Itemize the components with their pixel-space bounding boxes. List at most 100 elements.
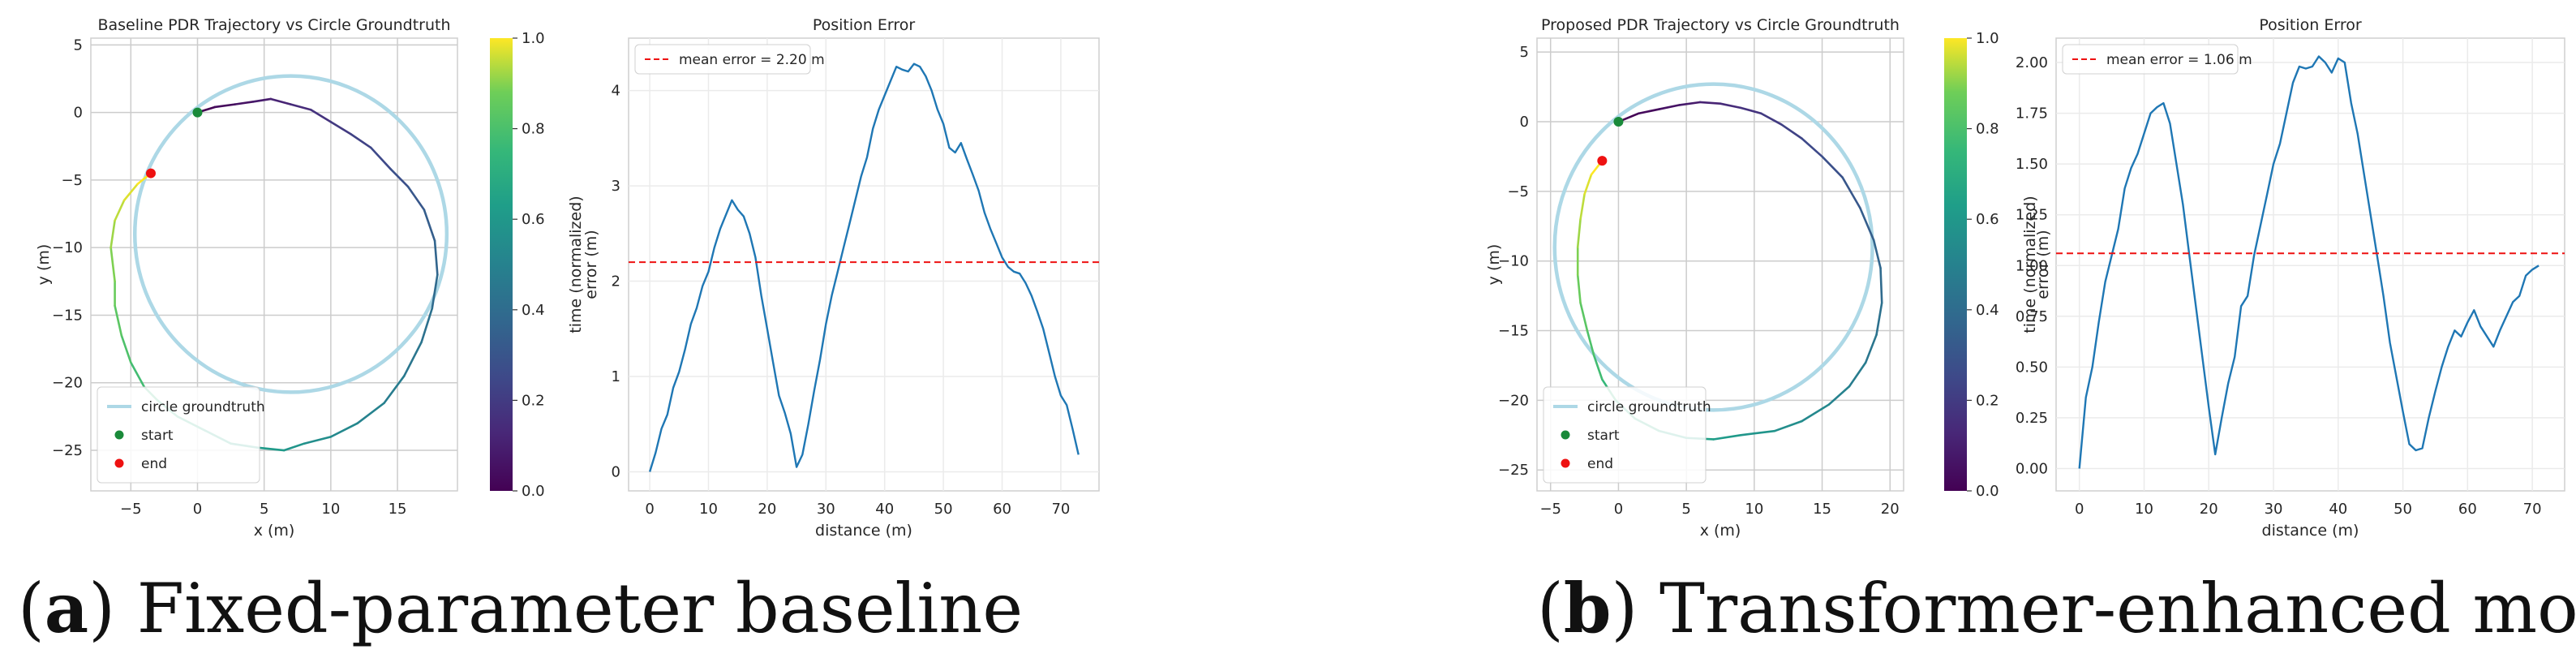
chart0-y-tick-label: 5 <box>74 37 83 54</box>
chart1-x-tick-label: 50 <box>934 501 953 518</box>
chart2-trajectory-segment <box>1638 108 1660 115</box>
chart2-trajectory-segment <box>1739 429 1776 437</box>
chart2-x-tick-label: 20 <box>1881 501 1900 518</box>
colorbar2-tick-label: 0.8 <box>1976 121 1999 138</box>
chart2-trajectory-segment <box>1712 434 1742 441</box>
chart0-trajectory-segment <box>290 103 312 111</box>
chart2-x-tick-label: −5 <box>1539 501 1561 518</box>
chart2-trajectory-segment <box>1698 101 1722 105</box>
chart2-y-tick-label: −15 <box>1498 323 1529 340</box>
chart0-x-axis-label: x (m) <box>254 522 295 540</box>
chart0-trajectory-segment <box>252 97 273 103</box>
chart2-x-tick-label: 0 <box>1614 501 1623 518</box>
chart2-title: Proposed PDR Trajectory vs Circle Ground… <box>1541 16 1900 34</box>
chart2-trajectory-segment <box>1719 102 1742 110</box>
chart1-plot-area <box>628 37 1100 492</box>
chart2-legend-label: end <box>1587 456 1613 472</box>
caption-a: (a) Fixed-parameter baseline <box>18 568 1024 648</box>
chart0-trajectory-segment <box>383 375 406 405</box>
chart2-x-tick-label: 5 <box>1681 501 1690 518</box>
chart0-trajectory-segment <box>109 246 116 283</box>
chart1-x-tick-label: 40 <box>875 501 894 518</box>
chart0-trajectory-segment <box>269 97 292 105</box>
caption-a-letter: a <box>44 568 89 648</box>
chart1-legend-label: mean error = 2.20 m <box>679 52 825 68</box>
chart1-x-tick-label: 60 <box>993 501 1011 518</box>
chart2-x-tick-label: 10 <box>1745 501 1763 518</box>
chart1-y-tick-label: 2 <box>612 273 620 290</box>
chart3-x-axis-label: distance (m) <box>2262 522 2359 540</box>
chart0-trajectory-segment <box>256 446 286 452</box>
chart2-trajectory-segment <box>1821 155 1844 179</box>
chart2-groundtruth-circle <box>1552 82 1874 412</box>
caption-b-text: Transformer-enhanced model <box>1659 569 2576 648</box>
chart0-title: Baseline PDR Trajectory vs Circle Ground… <box>97 16 450 34</box>
chart1-x-tick-label: 70 <box>1051 501 1070 518</box>
chart2-trajectory-segment <box>1579 301 1589 332</box>
chart2-trajectory-segment <box>1848 361 1867 388</box>
chart3-x-tick-label: 70 <box>2523 501 2542 518</box>
chart2-y-tick-label: −5 <box>1507 183 1529 200</box>
chart1-y-axis-label: error (m) <box>582 230 600 299</box>
colorbar0-tick-label: 0.4 <box>522 302 545 319</box>
chart2-trajectory-segment <box>1841 176 1861 209</box>
chart0-trajectory-segment <box>402 341 423 377</box>
chart3-legend-box <box>2062 44 2239 75</box>
chart3-x-tick-label: 40 <box>2329 501 2347 518</box>
chart2-trajectory-segment <box>1759 112 1783 126</box>
chart2-trajectory-segment <box>1586 329 1595 357</box>
caption-a-text: Fixed-parameter baseline <box>136 569 1024 648</box>
chart2-end-marker <box>1597 156 1608 166</box>
chart2-start-marker <box>1613 117 1624 127</box>
chart3-legend-label: mean error = 1.06 m <box>2106 52 2252 68</box>
chart3-x-tick-label: 20 <box>2200 501 2218 518</box>
chart0-y-tick-label: −5 <box>61 172 83 189</box>
chart2-trajectory-segment <box>1827 385 1851 406</box>
chart0-groundtruth-circle <box>132 74 449 394</box>
chart1-error-line <box>648 62 1080 472</box>
chart0-trajectory-segment <box>329 120 352 135</box>
chart2-y-tick-label: −20 <box>1498 392 1529 409</box>
chart0-legend-label: circle groundtruth <box>141 399 265 415</box>
chart0-trajectory-segment <box>130 361 146 389</box>
chart0-y-tick-label: 0 <box>74 105 83 122</box>
chart1-x-tick-label: 10 <box>699 501 718 518</box>
colorbar0-tick-label: 1.0 <box>522 30 545 47</box>
chart0-legend-box <box>97 386 260 484</box>
chart2-trajectory-segment <box>1593 355 1604 381</box>
chart1-x-tick-label: 0 <box>645 501 654 518</box>
chart2-x-axis-label: x (m) <box>1700 522 1741 540</box>
chart2-trajectory-segment <box>1739 106 1762 115</box>
chart3-y-tick-label: 0.25 <box>2016 410 2048 427</box>
chart2-legend-label: start <box>1587 428 1620 444</box>
chart0-trajectory-segment <box>406 185 426 211</box>
chart0-trajectory-segment <box>356 402 385 425</box>
chart3-x-tick-label: 0 <box>2075 501 2084 518</box>
chart0-trajectory-segment <box>309 108 333 123</box>
chart1-x-tick-label: 20 <box>758 501 776 518</box>
chart1-y-tick-label: 0 <box>612 464 620 481</box>
colorbar0-tick-label: 0.2 <box>522 392 545 409</box>
colorbar2-label: time (normalized) <box>2021 196 2039 333</box>
chart0-y-tick-label: −25 <box>52 442 83 459</box>
chart2-trajectory-segment <box>1773 419 1803 432</box>
chart2-trajectory-segment <box>1579 192 1586 221</box>
chart0-x-tick-label: 5 <box>260 501 268 518</box>
chart0-trajectory-segment <box>433 239 439 276</box>
chart2-trajectory-segment <box>1879 266 1883 304</box>
chart0-trajectory-segment <box>122 183 139 202</box>
colorbar0-tick-label: 0.6 <box>522 211 545 228</box>
chart1-y-tick-label: 4 <box>612 83 620 100</box>
caption-b-letter: b <box>1563 568 1612 648</box>
chart3-y-tick-label: 1.75 <box>2016 105 2048 123</box>
chart1-legend-box <box>634 44 811 75</box>
chart3-y-axis-label: error (m) <box>2034 230 2052 299</box>
chart3-y-tick-label: 1.00 <box>2016 257 2048 274</box>
chart0-trajectory-segment <box>369 146 393 170</box>
chart2-legend-end-swatch <box>1561 458 1570 468</box>
chart0-trajectory-segment <box>329 422 359 438</box>
chart2-x-tick-label: 15 <box>1813 501 1831 518</box>
chart2-trajectory-segment <box>1678 101 1702 106</box>
chart0-x-tick-label: 10 <box>321 501 340 518</box>
chart0-legend-start-swatch <box>114 430 124 440</box>
